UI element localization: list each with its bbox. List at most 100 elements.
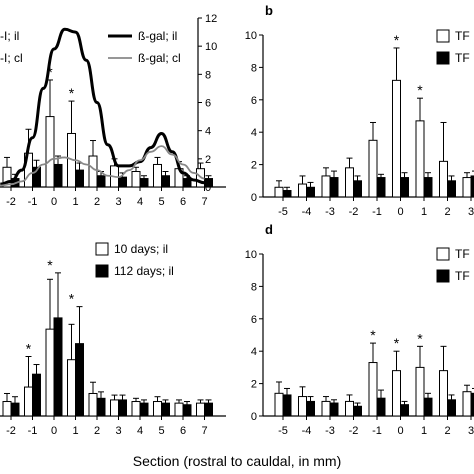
legend-swatch bbox=[436, 269, 450, 283]
x-tick-label: 5 bbox=[158, 196, 164, 208]
bar bbox=[75, 169, 84, 188]
x-tick-label: 0 bbox=[51, 196, 57, 208]
significance-mark: * bbox=[47, 257, 53, 273]
bar bbox=[45, 328, 55, 417]
x-tick-label: 6 bbox=[180, 196, 186, 208]
legend-swatch bbox=[436, 51, 450, 65]
x-tick-label: -4 bbox=[302, 206, 312, 218]
significance-mark: * bbox=[69, 85, 75, 101]
bar bbox=[470, 392, 474, 417]
bar bbox=[45, 116, 55, 188]
x-tick-label: -2 bbox=[349, 206, 359, 218]
series-line bbox=[0, 145, 205, 187]
bar bbox=[96, 397, 106, 417]
bar bbox=[75, 343, 84, 417]
bar bbox=[10, 402, 20, 417]
bar bbox=[368, 362, 378, 417]
legend-label: TF bbox=[455, 269, 470, 283]
y-tick-label: 6 bbox=[251, 314, 257, 326]
bar bbox=[110, 399, 119, 417]
bar bbox=[24, 386, 33, 417]
bar bbox=[368, 139, 378, 198]
y-tick-label: 8 bbox=[251, 281, 257, 293]
bar bbox=[153, 163, 162, 188]
bar bbox=[131, 171, 141, 188]
significance-mark: * bbox=[26, 340, 32, 356]
bar bbox=[470, 175, 474, 198]
bar bbox=[353, 180, 362, 198]
y-tick-label: 0 bbox=[205, 182, 211, 194]
bar bbox=[282, 190, 292, 198]
y-tick-label: 10 bbox=[245, 249, 257, 261]
x-tick-label: 1 bbox=[72, 196, 78, 208]
bar bbox=[67, 359, 76, 417]
bar bbox=[462, 391, 472, 417]
y-tick-label: 2 bbox=[251, 160, 257, 172]
x-tick-label: 4 bbox=[137, 196, 143, 208]
significance-mark: * bbox=[47, 64, 53, 80]
x-tick-label: 4 bbox=[137, 425, 143, 437]
bar bbox=[462, 177, 472, 198]
bar bbox=[282, 394, 292, 417]
legend-label: ß-gal; cl bbox=[138, 51, 181, 65]
bar bbox=[439, 160, 448, 198]
legend-swatch bbox=[436, 29, 450, 43]
x-tick-label: 0 bbox=[51, 425, 57, 437]
x-tick-label: 1 bbox=[72, 425, 78, 437]
bar bbox=[298, 183, 307, 198]
bar bbox=[392, 79, 401, 198]
legend-swatch bbox=[95, 264, 109, 278]
x-tick-label: -1 bbox=[28, 196, 38, 208]
bar bbox=[204, 178, 213, 188]
significance-mark: * bbox=[394, 32, 400, 48]
bar bbox=[321, 175, 331, 198]
panel-d: -5 -4 -3 -2 -1 0 1 2 3 0 2 4 6 8 10 * * * d TF TF bbox=[245, 222, 474, 437]
panel-b: -5 -4 -3 -2 -1 0 1 2 3 0 2 4 6 8 10 * * b TF TF bbox=[245, 3, 474, 218]
bar bbox=[306, 186, 315, 198]
significance-mark: * bbox=[417, 330, 423, 346]
significance-mark: * bbox=[417, 82, 423, 98]
y-tick-label: 6 bbox=[205, 98, 211, 110]
x-tick-label: 5 bbox=[158, 425, 164, 437]
x-tick-label: -4 bbox=[302, 425, 312, 437]
bar bbox=[376, 177, 386, 198]
bar bbox=[204, 402, 213, 417]
legend-label: ß-gal; il bbox=[138, 29, 177, 43]
legend-swatch bbox=[436, 247, 450, 261]
x-tick-label: -1 bbox=[372, 425, 382, 437]
x-tick-label: 6 bbox=[180, 425, 186, 437]
y-tick-label: 2 bbox=[251, 379, 257, 391]
bar bbox=[174, 402, 184, 417]
bar bbox=[321, 400, 331, 417]
bar bbox=[182, 404, 192, 417]
x-tick-label: 2 bbox=[94, 425, 100, 437]
bar bbox=[376, 397, 386, 417]
panel-c: -2 -1 0 1 2 3 4 5 6 7 * * * 10 days; il 112 days; il bbox=[0, 242, 226, 437]
x-tick-label: 2 bbox=[444, 206, 450, 218]
bar bbox=[329, 177, 339, 198]
bar bbox=[306, 400, 315, 417]
bar bbox=[96, 175, 106, 188]
legend-label: TF bbox=[455, 51, 470, 65]
y-tick-label: 10 bbox=[205, 41, 217, 53]
bar bbox=[415, 120, 425, 198]
significance-mark: * bbox=[394, 335, 400, 351]
significance-mark: * bbox=[69, 291, 75, 307]
bar bbox=[447, 180, 456, 198]
bar bbox=[53, 163, 63, 188]
x-tick-label: 3 bbox=[468, 206, 474, 218]
bar bbox=[400, 177, 409, 198]
legend-swatch bbox=[95, 242, 109, 256]
x-tick-label: -1 bbox=[28, 425, 38, 437]
x-tick-label: 3 bbox=[115, 196, 121, 208]
x-tick-label: 1 bbox=[421, 425, 427, 437]
x-tick-label: 3 bbox=[115, 425, 121, 437]
legend-label: 10 days; il bbox=[114, 242, 168, 256]
bar bbox=[447, 399, 456, 417]
bar bbox=[161, 402, 170, 417]
bar bbox=[131, 401, 141, 417]
x-tick-label: -2 bbox=[6, 425, 16, 437]
x-tick-label: 7 bbox=[201, 196, 207, 208]
